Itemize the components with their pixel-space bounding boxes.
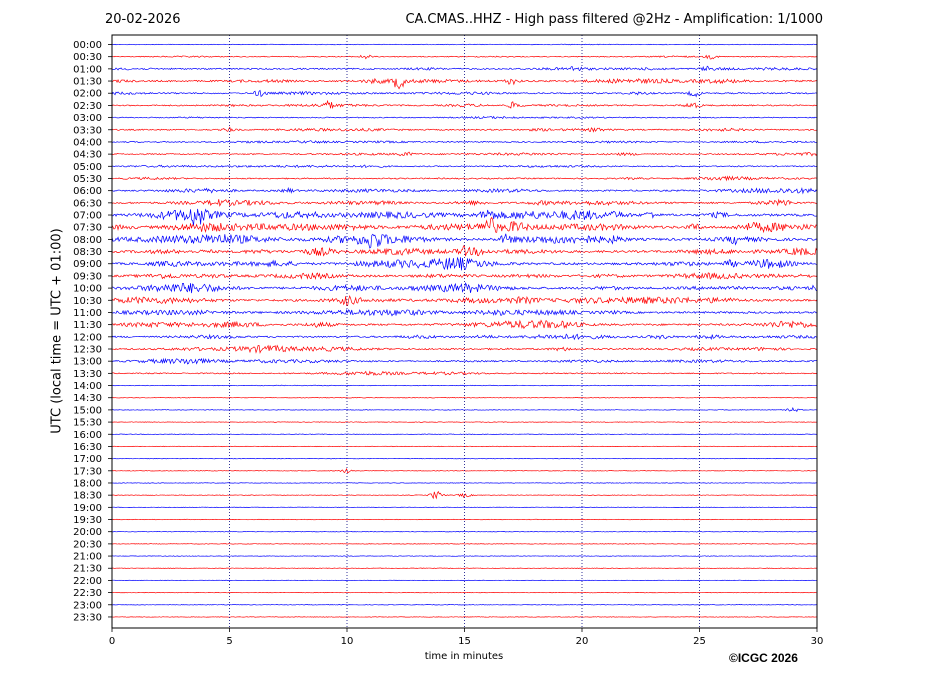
y-tick-label: 20:30	[73, 539, 102, 550]
y-tick-label: 02:00	[73, 89, 102, 100]
x-tick-label: 20	[576, 636, 589, 647]
y-tick-label: 22:00	[73, 576, 102, 587]
trace-1230	[111, 344, 818, 354]
trace-0430	[111, 151, 818, 157]
y-tick-label: 23:30	[73, 612, 102, 623]
trace-1030	[111, 294, 818, 306]
date-label: 20-02-2026	[105, 12, 181, 27]
trace-1130	[111, 319, 818, 330]
trace-1900	[111, 506, 818, 508]
y-tick-label: 20:00	[73, 527, 102, 538]
y-tick-label: 08:30	[73, 247, 102, 258]
y-tick-label: 16:00	[73, 430, 102, 441]
trace-0130	[111, 77, 818, 90]
y-tick-label: 12:00	[73, 332, 102, 343]
y-tick-label: 17:30	[73, 466, 102, 477]
y-tick-label: 18:30	[73, 491, 102, 502]
trace-1430	[111, 397, 818, 399]
y-tick-label: 21:00	[73, 552, 102, 563]
x-tick-label: 10	[341, 636, 354, 647]
trace-2200	[111, 579, 818, 582]
y-tick-label: 03:30	[73, 125, 102, 136]
y-tick-label: 10:00	[73, 284, 102, 295]
y-tick-label: 10:30	[73, 296, 102, 307]
y-tick-label: 13:30	[73, 369, 102, 380]
trace-1400	[111, 384, 818, 387]
trace-0300	[111, 115, 818, 120]
y-tick-label: 03:00	[73, 113, 102, 124]
y-tick-label: 14:00	[73, 381, 102, 392]
trace-0400	[111, 140, 818, 144]
y-tick-label: 04:00	[73, 137, 102, 148]
trace-0530	[111, 175, 818, 182]
trace-2030	[111, 543, 818, 545]
y-tick-label: 17:00	[73, 454, 102, 465]
chart-title: CA.CMAS..HHZ - High pass filtered @2Hz -…	[405, 12, 823, 27]
x-tick-label: 5	[226, 636, 232, 647]
y-tick-label: 07:30	[73, 223, 102, 234]
y-tick-label: 05:00	[73, 162, 102, 173]
trace-2100	[111, 555, 818, 557]
y-tick-label: 18:00	[73, 478, 102, 489]
trace-0330	[111, 126, 818, 133]
trace-1100	[111, 308, 818, 317]
y-tick-label: 02:30	[73, 101, 102, 112]
trace-2230	[111, 591, 818, 594]
y-tick-label: 14:30	[73, 393, 102, 404]
x-tick-label: 30	[811, 636, 824, 647]
trace-1930	[111, 518, 818, 521]
trace-0030	[111, 54, 818, 60]
y-tick-label: 15:30	[73, 418, 102, 429]
y-tick-label: 08:00	[73, 235, 102, 246]
y-tick-label: 00:00	[73, 40, 102, 51]
y-tick-label: 23:00	[73, 600, 102, 611]
trace-1300	[111, 357, 818, 365]
trace-2130	[111, 567, 818, 569]
y-tick-label: 05:30	[73, 174, 102, 185]
trace-0700	[111, 208, 818, 226]
y-tick-label: 04:30	[73, 150, 102, 161]
y-tick-label: 15:00	[73, 405, 102, 416]
y-tick-label: 01:30	[73, 77, 102, 88]
x-tick-label: 15	[458, 636, 471, 647]
y-tick-label: 09:00	[73, 259, 102, 270]
y-tick-label: 22:30	[73, 588, 102, 599]
trace-0500	[111, 164, 818, 168]
y-tick-label: 09:30	[73, 271, 102, 282]
y-tick-label: 21:30	[73, 564, 102, 575]
x-tick-label: 25	[693, 636, 706, 647]
y-tick-label: 01:00	[73, 64, 102, 75]
y-tick-label: 13:00	[73, 357, 102, 368]
y-tick-label: 06:30	[73, 198, 102, 209]
trace-2000	[111, 531, 818, 533]
y-tick-label: 16:30	[73, 442, 102, 453]
y-tick-label: 19:30	[73, 515, 102, 526]
copyright-notice: ©ICGC 2026	[729, 651, 798, 665]
y-tick-label: 00:30	[73, 52, 102, 63]
x-axis-label: time in minutes	[424, 651, 504, 662]
x-tick-label: 0	[109, 636, 115, 647]
trace-2300	[111, 604, 818, 606]
y-tick-label: 12:30	[73, 345, 102, 356]
trace-1330	[111, 370, 818, 376]
y-tick-label: 07:00	[73, 211, 102, 222]
y-tick-label: 06:00	[73, 186, 102, 197]
y-tick-label: 11:30	[73, 320, 102, 331]
y-tick-label: 19:00	[73, 503, 102, 514]
y-tick-label: 11:00	[73, 308, 102, 319]
